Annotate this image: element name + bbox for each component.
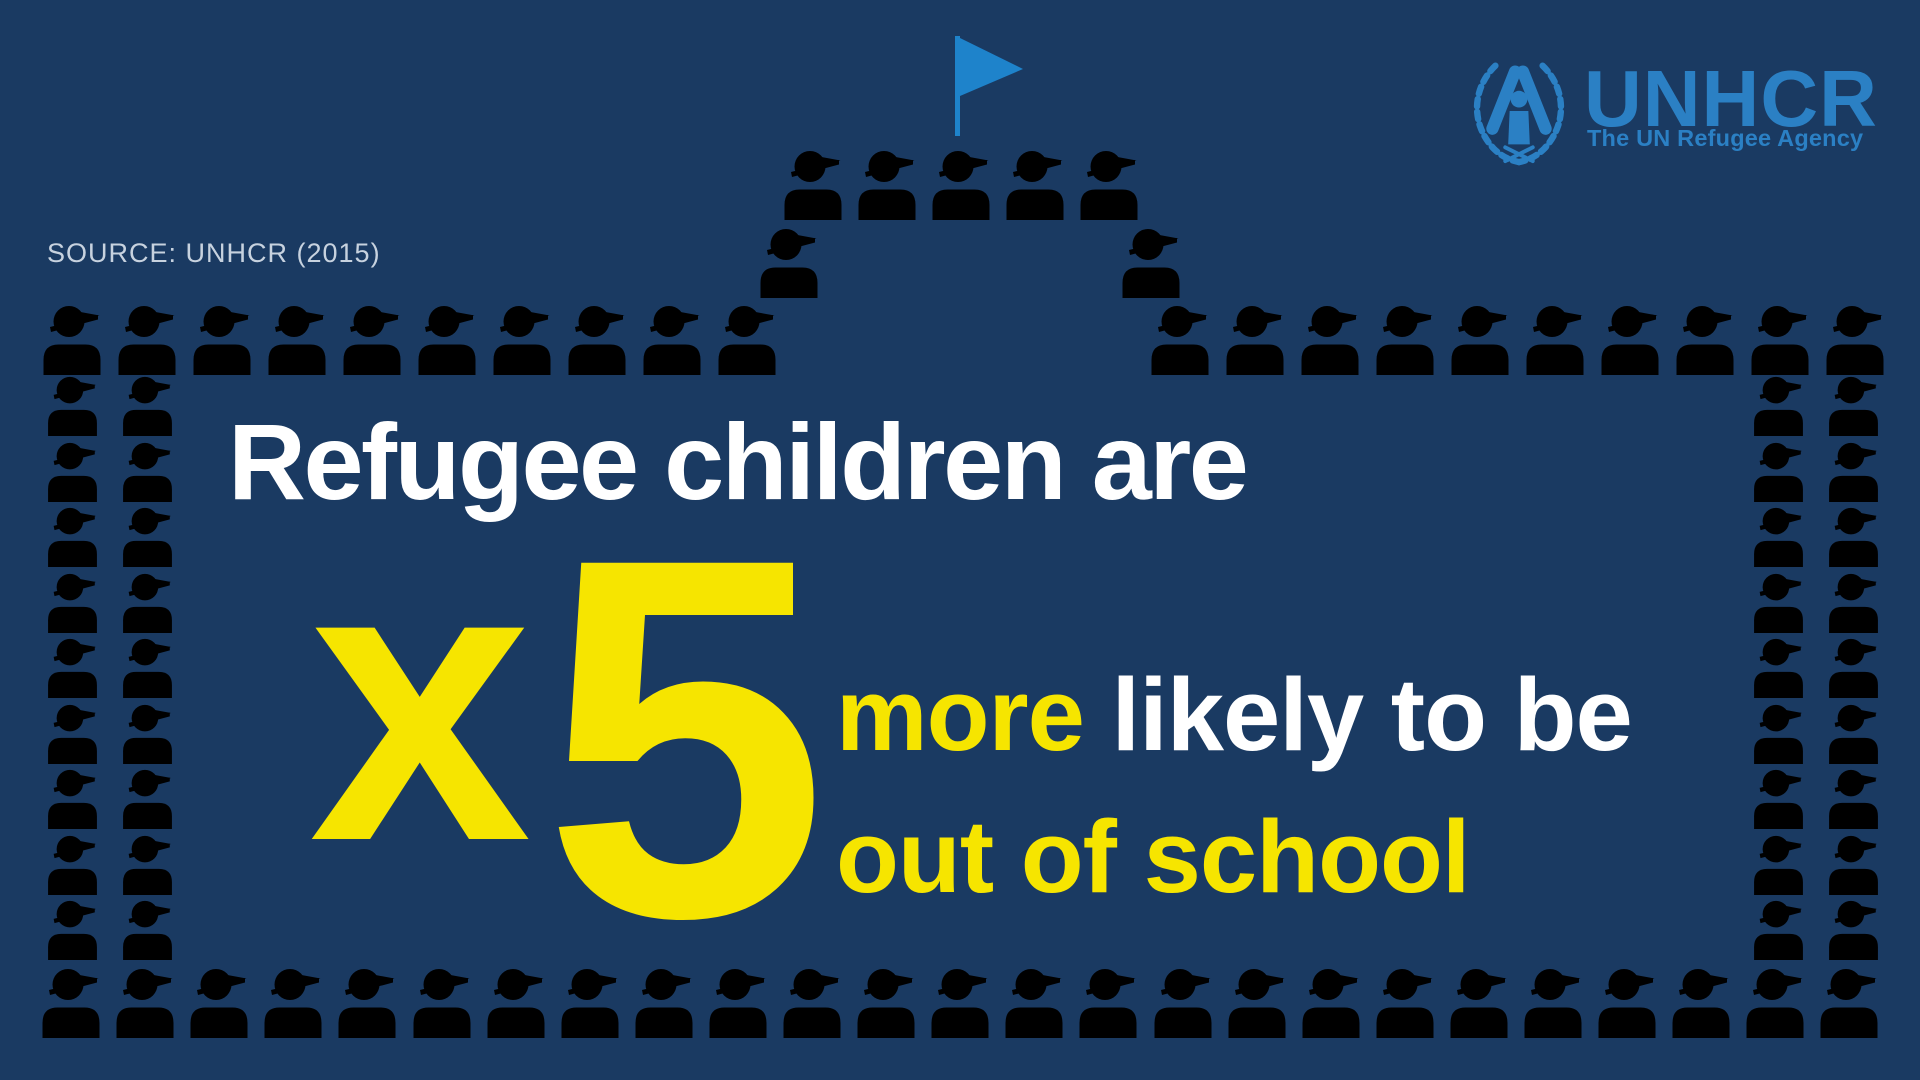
person-figure-icon xyxy=(1373,305,1437,375)
person-figure-icon xyxy=(1751,638,1806,698)
person-figure-icon xyxy=(1748,305,1812,375)
person-figure-icon xyxy=(1521,968,1585,1038)
person-figure-icon xyxy=(1826,900,1881,960)
headline-out-of-school: out of school xyxy=(836,799,1471,915)
person-figure-icon xyxy=(757,228,821,298)
person-figure-icon xyxy=(45,573,100,633)
unhcr-emblem-icon xyxy=(1473,62,1565,166)
person-figure-icon xyxy=(45,835,100,895)
person-figure-icon xyxy=(1743,968,1807,1038)
person-figure-icon xyxy=(1148,305,1212,375)
person-figure-icon xyxy=(1751,573,1806,633)
person-figure-icon xyxy=(335,968,399,1038)
source-label: SOURCE: UNHCR (2015) xyxy=(47,238,381,268)
person-figure-icon xyxy=(1598,305,1662,375)
person-figure-icon xyxy=(855,150,919,220)
person-figure-icon xyxy=(715,305,779,375)
person-figure-icon xyxy=(187,968,251,1038)
person-figure-icon xyxy=(929,150,993,220)
person-figure-icon xyxy=(113,968,177,1038)
unhcr-tagline: The UN Refugee Agency xyxy=(1587,125,1864,151)
person-figure-icon xyxy=(45,638,100,698)
person-figure-icon xyxy=(120,835,175,895)
headline-likely-to-be: likely to be xyxy=(1083,657,1632,772)
person-figure-icon xyxy=(120,704,175,764)
person-figure-icon xyxy=(45,442,100,502)
person-figure-icon xyxy=(120,573,175,633)
headline-more: more xyxy=(836,657,1085,772)
person-figure-icon xyxy=(45,704,100,764)
headline-line1: Refugee children are xyxy=(228,401,1249,522)
person-figure-icon xyxy=(1817,968,1881,1038)
person-figure-icon xyxy=(1826,376,1881,436)
person-figure-icon xyxy=(120,507,175,567)
headline-line2: more likely to be out of school xyxy=(836,644,1633,928)
person-figure-icon xyxy=(1823,305,1887,375)
person-figure-icon xyxy=(340,305,404,375)
person-figure-icon xyxy=(120,900,175,960)
person-figure-icon xyxy=(490,305,554,375)
person-figure-icon xyxy=(1826,835,1881,895)
person-figure-icon xyxy=(1826,638,1881,698)
person-figure-icon xyxy=(1076,968,1140,1038)
headline-line2-row: more likely to be xyxy=(836,644,1633,786)
person-figure-icon xyxy=(1826,507,1881,567)
person-figure-icon xyxy=(1299,968,1363,1038)
person-figure-icon xyxy=(261,968,325,1038)
person-figure-icon xyxy=(1751,769,1806,829)
person-figure-icon xyxy=(190,305,254,375)
person-figure-icon xyxy=(1002,968,1066,1038)
person-figure-icon xyxy=(1077,150,1141,220)
person-figure-icon xyxy=(120,769,175,829)
person-figure-icon xyxy=(1151,968,1215,1038)
person-figure-icon xyxy=(39,968,103,1038)
unhcr-wordmark: UNHCR xyxy=(1584,54,1878,143)
person-figure-icon xyxy=(410,968,474,1038)
person-figure-icon xyxy=(854,968,918,1038)
person-figure-icon xyxy=(120,442,175,502)
person-figure-icon xyxy=(1751,507,1806,567)
person-figure-icon xyxy=(1751,442,1806,502)
person-figure-icon xyxy=(1373,968,1437,1038)
person-figure-icon xyxy=(565,305,629,375)
person-figure-icon xyxy=(45,769,100,829)
person-figure-icon xyxy=(1826,704,1881,764)
person-figure-icon xyxy=(1751,900,1806,960)
person-figure-icon xyxy=(1523,305,1587,375)
person-figure-icon xyxy=(1225,968,1289,1038)
multiplier-value: 5 xyxy=(543,451,828,1024)
person-figure-icon xyxy=(1826,573,1881,633)
unhcr-logo: UNHCR The UN Refugee Agency xyxy=(1460,48,1880,168)
person-figure-icon xyxy=(1223,305,1287,375)
person-figure-icon xyxy=(1003,150,1067,220)
person-figure-icon xyxy=(1448,305,1512,375)
person-figure-icon xyxy=(1595,968,1659,1038)
person-figure-icon xyxy=(1751,376,1806,436)
person-figure-icon xyxy=(928,968,992,1038)
person-figure-icon xyxy=(1447,968,1511,1038)
person-figure-icon xyxy=(115,305,179,375)
person-figure-icon xyxy=(415,305,479,375)
person-figure-icon xyxy=(1669,968,1733,1038)
person-figure-icon xyxy=(120,376,175,436)
person-figure-icon xyxy=(1826,442,1881,502)
person-figure-icon xyxy=(1751,704,1806,764)
person-figure-icon xyxy=(1119,228,1183,298)
person-figure-icon xyxy=(120,638,175,698)
person-figure-icon xyxy=(1673,305,1737,375)
person-figure-icon xyxy=(45,900,100,960)
person-figure-icon xyxy=(265,305,329,375)
person-figure-icon xyxy=(40,305,104,375)
person-figure-icon xyxy=(1298,305,1362,375)
person-figure-icon xyxy=(45,507,100,567)
person-figure-icon xyxy=(640,305,704,375)
multiplier-prefix: x xyxy=(309,477,532,924)
person-figure-icon xyxy=(484,968,548,1038)
person-figure-icon xyxy=(45,376,100,436)
person-figure-icon xyxy=(1751,835,1806,895)
person-figure-icon xyxy=(1826,769,1881,829)
person-figure-icon xyxy=(781,150,845,220)
flag-icon xyxy=(955,36,1023,136)
